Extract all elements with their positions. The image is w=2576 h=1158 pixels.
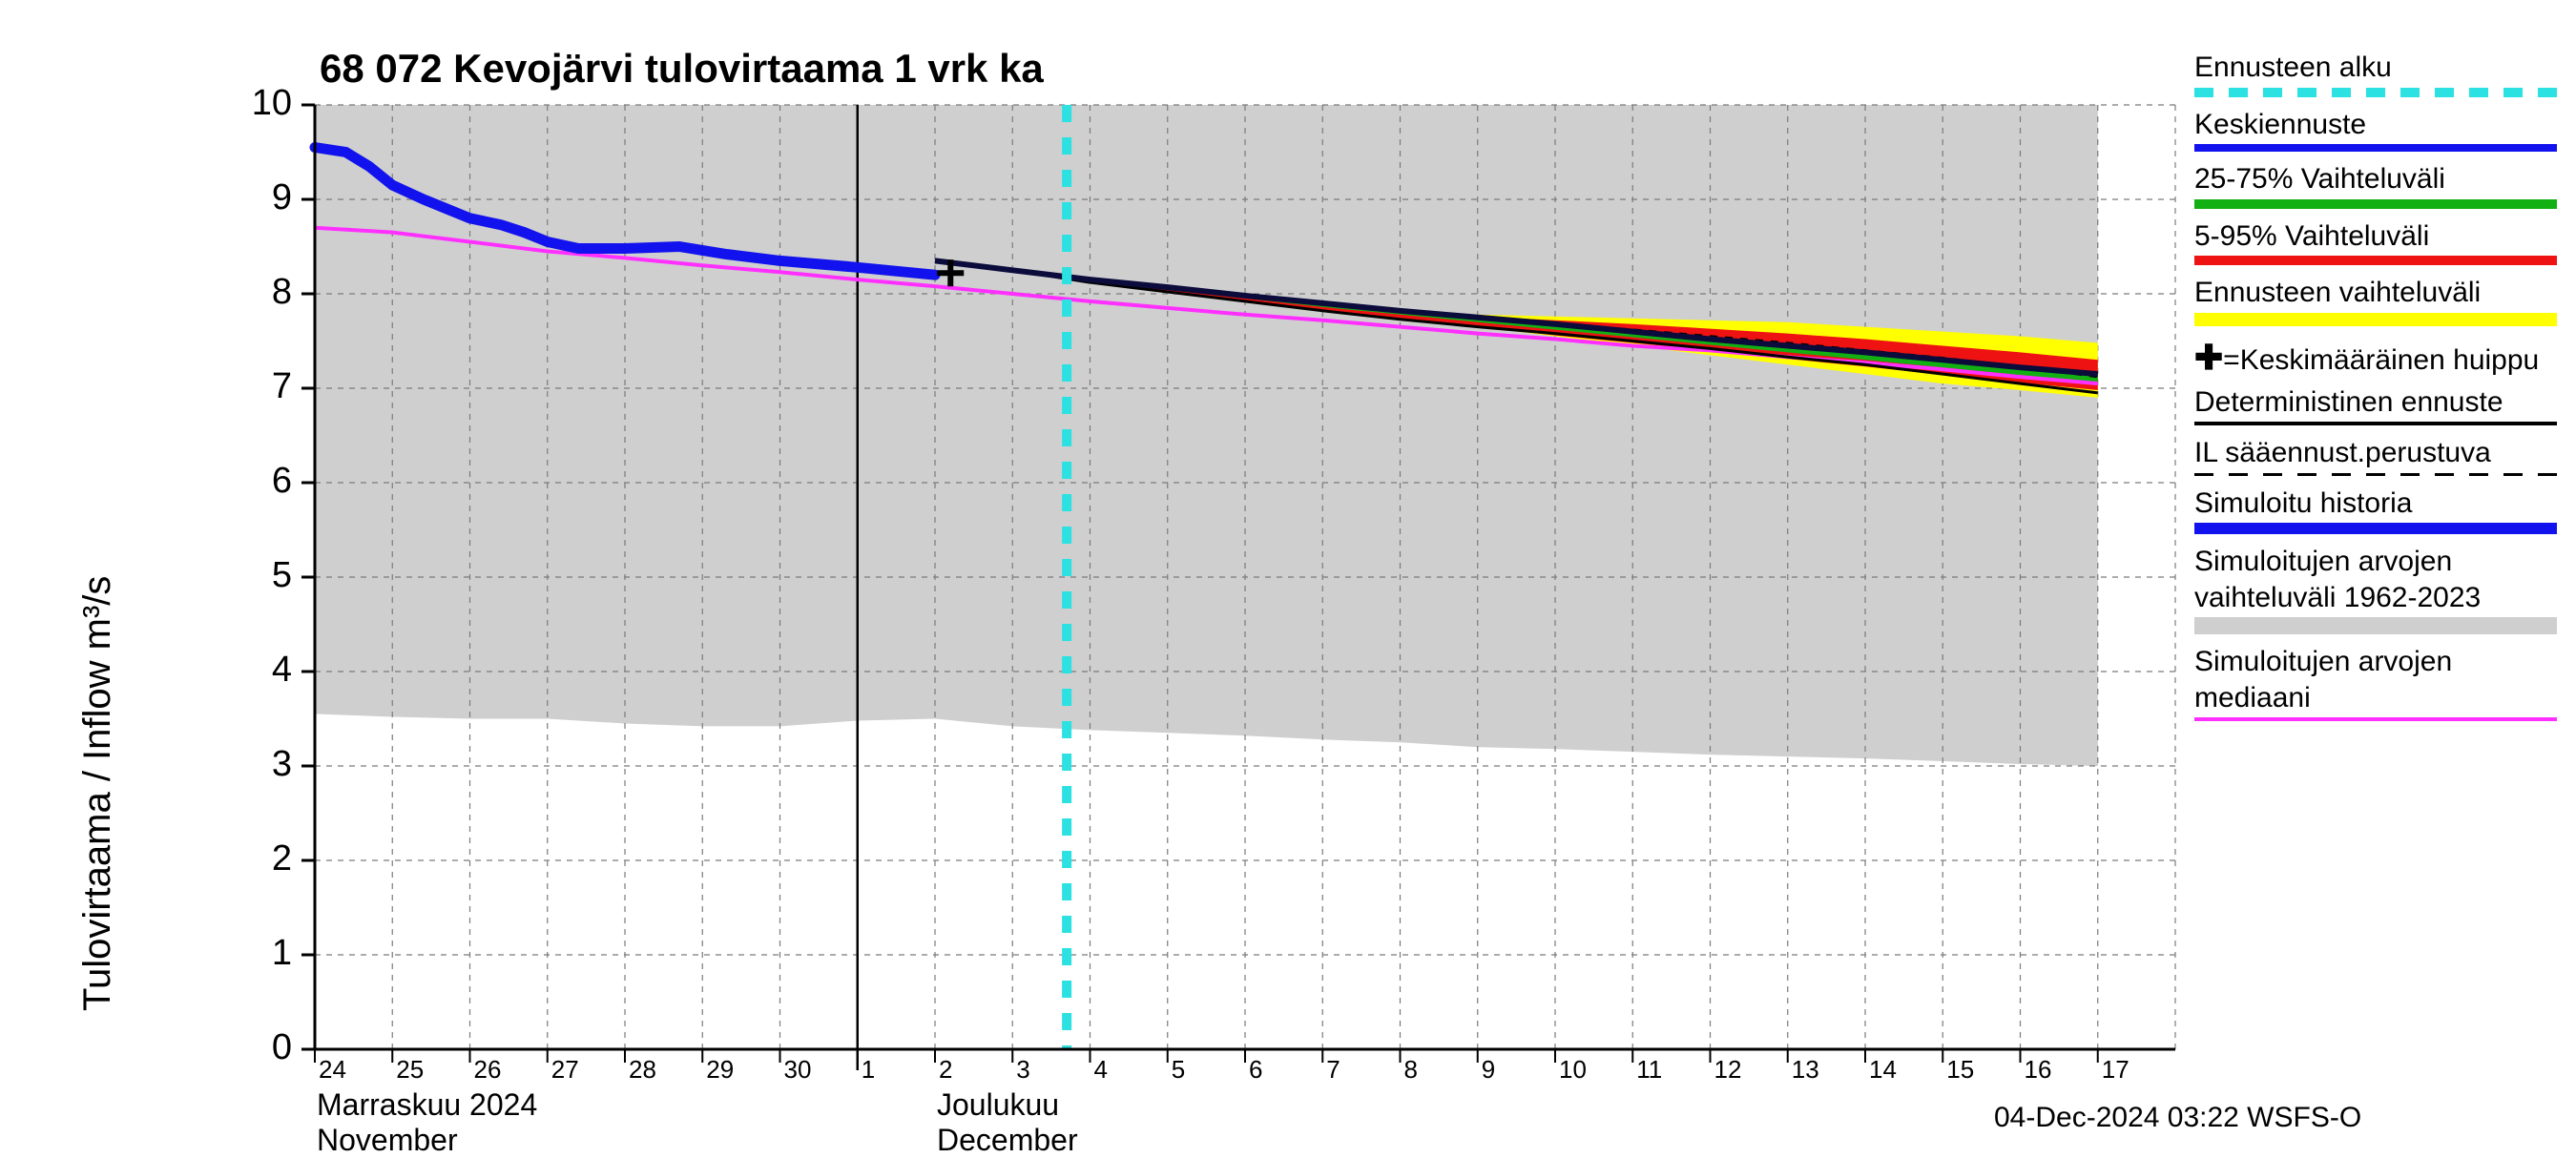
y-tick-label: 2 — [272, 838, 292, 879]
x-tick-label: 25 — [396, 1055, 424, 1085]
x-tick-label: 11 — [1636, 1055, 1662, 1085]
legend-label: ✚=Keskimääräinen huippu — [2194, 336, 2557, 379]
legend-item: Ennusteen alku — [2194, 50, 2557, 97]
legend-label: Simuloitu historia — [2194, 486, 2557, 522]
x-tick-label: 8 — [1404, 1055, 1418, 1085]
x-tick-label: 30 — [784, 1055, 812, 1085]
legend-swatch — [2194, 313, 2557, 326]
x-tick-label: 17 — [2102, 1055, 2129, 1085]
legend-swatch — [2194, 523, 2557, 534]
legend-label: Ennusteen vaihteluväli — [2194, 275, 2557, 311]
x-tick-label: 1 — [862, 1055, 875, 1085]
y-tick-label: 3 — [272, 744, 292, 785]
legend-label: Deterministinen ennuste — [2194, 384, 2557, 421]
x-tick-label: 3 — [1016, 1055, 1029, 1085]
month-label-text: Marraskuu 2024 — [317, 1087, 537, 1123]
y-tick-label: 0 — [272, 1027, 292, 1068]
legend-item: Simuloitu historia — [2194, 486, 2557, 535]
legend-swatch — [2194, 617, 2557, 634]
legend-swatch — [2194, 199, 2557, 209]
legend-swatch — [2194, 717, 2557, 721]
legend-swatch — [2194, 88, 2557, 97]
legend-item: Deterministinen ennuste — [2194, 384, 2557, 426]
x-tick-label: 4 — [1094, 1055, 1108, 1085]
legend-item: Simuloitujen arvojen vaihteluväli 1962-2… — [2194, 544, 2557, 634]
chart-svg — [0, 0, 2576, 1145]
y-tick-label: 10 — [252, 83, 292, 124]
legend-swatch — [2194, 473, 2557, 476]
month-label-right: JoulukuuDecember — [937, 1087, 1078, 1158]
y-tick-label: 7 — [272, 366, 292, 407]
x-tick-label: 9 — [1482, 1055, 1495, 1085]
month-label-text: Joulukuu — [937, 1087, 1078, 1123]
month-label-text: November — [317, 1123, 537, 1158]
x-tick-label: 5 — [1172, 1055, 1185, 1085]
x-tick-label: 27 — [551, 1055, 579, 1085]
y-tick-label: 9 — [272, 177, 292, 218]
x-tick-label: 15 — [1946, 1055, 1974, 1085]
legend-item: ✚=Keskimääräinen huippu — [2194, 336, 2557, 379]
x-tick-label: 29 — [706, 1055, 734, 1085]
x-tick-label: 12 — [1714, 1055, 1742, 1085]
y-tick-label: 5 — [272, 555, 292, 596]
legend-item: 25-75% Vaihteluväli — [2194, 161, 2557, 209]
chart-title: 68 072 Kevojärvi tulovirtaama 1 vrk ka — [320, 46, 1044, 92]
legend-label: Simuloitujen arvojen mediaani — [2194, 644, 2557, 715]
legend-item: Simuloitujen arvojen mediaani — [2194, 644, 2557, 721]
x-tick-label: 2 — [939, 1055, 952, 1085]
legend-label: Simuloitujen arvojen vaihteluväli 1962-2… — [2194, 544, 2557, 615]
legend-swatch — [2194, 256, 2557, 265]
x-tick-label: 6 — [1249, 1055, 1262, 1085]
y-tick-label: 6 — [272, 461, 292, 502]
x-tick-label: 26 — [474, 1055, 502, 1085]
month-label-left: Marraskuu 2024November — [317, 1087, 537, 1158]
legend-label: Ennusteen alku — [2194, 50, 2557, 86]
y-tick-label: 8 — [272, 272, 292, 313]
legend-item: Ennusteen vaihteluväli — [2194, 275, 2557, 326]
x-tick-label: 24 — [319, 1055, 346, 1085]
legend-label: Keskiennuste — [2194, 107, 2557, 143]
y-tick-label: 4 — [272, 650, 292, 691]
timestamp-label: 04-Dec-2024 03:22 WSFS-O — [1994, 1102, 2361, 1134]
legend-swatch — [2194, 422, 2557, 425]
x-tick-label: 7 — [1326, 1055, 1340, 1085]
chart-container: 68 072 Kevojärvi tulovirtaama 1 vrk ka T… — [0, 0, 2576, 1145]
y-axis-label: Tulovirtaama / Inflow m³/s — [76, 576, 119, 1011]
legend-swatch — [2194, 144, 2557, 152]
legend-label: IL sääennust.perustuva — [2194, 435, 2557, 471]
legend-item: IL sääennust.perustuva — [2194, 435, 2557, 476]
legend: Ennusteen alku Keskiennuste 25-75% Vaihtel… — [2194, 50, 2557, 731]
y-tick-label: 1 — [272, 933, 292, 974]
x-tick-label: 14 — [1869, 1055, 1897, 1085]
x-tick-label: 13 — [1792, 1055, 1819, 1085]
legend-label: 25-75% Vaihteluväli — [2194, 161, 2557, 197]
x-tick-label: 10 — [1559, 1055, 1587, 1085]
x-tick-label: 16 — [2025, 1055, 2052, 1085]
legend-label: 5-95% Vaihteluväli — [2194, 218, 2557, 255]
legend-item: Keskiennuste — [2194, 107, 2557, 153]
historical-range-band — [315, 105, 2098, 766]
month-label-text: December — [937, 1123, 1078, 1158]
x-tick-label: 28 — [629, 1055, 656, 1085]
legend-item: 5-95% Vaihteluväli — [2194, 218, 2557, 266]
